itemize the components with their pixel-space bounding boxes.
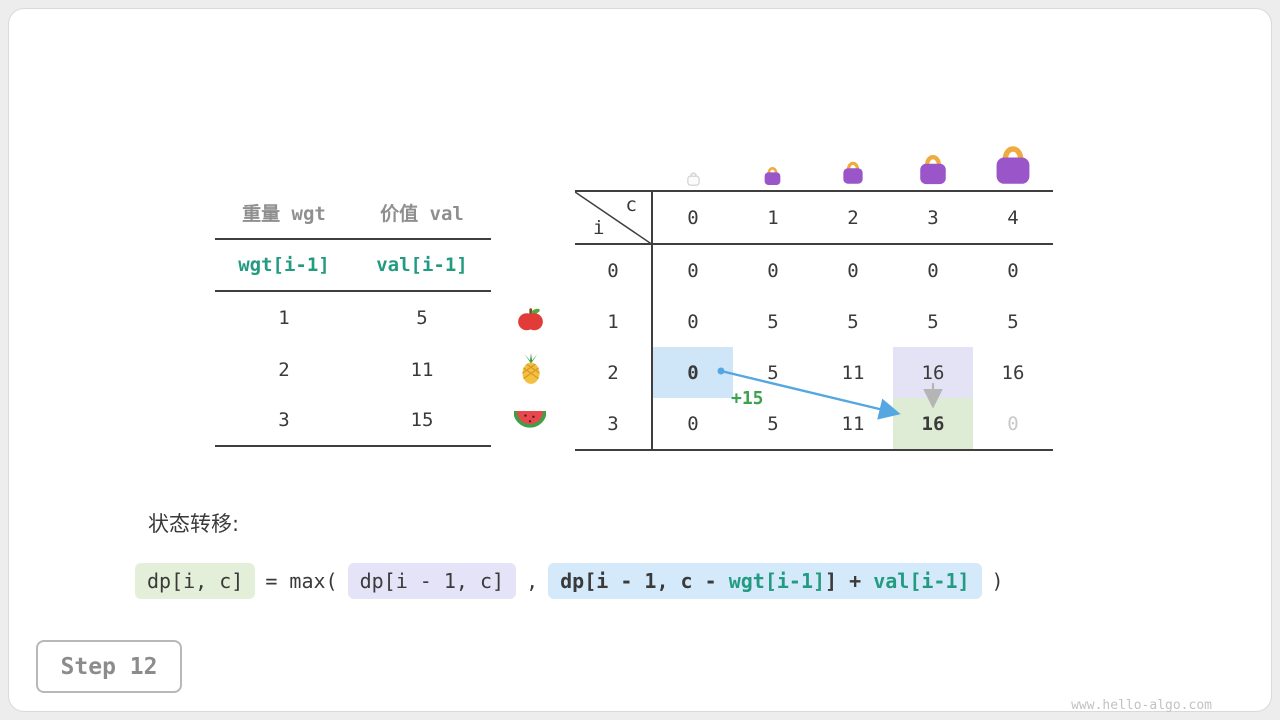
plus-value-annotation: +15 [731, 388, 764, 409]
watermark-url: www.hello-algo.com [1071, 698, 1212, 713]
weight-formula-cell: wgt[i-1] [238, 254, 330, 276]
formula-option2-part1: dp[i - 1, c - [560, 569, 729, 593]
dp-row-header-3: 3 [575, 398, 653, 449]
dp-cell-3-3-current-highlight: 16 [893, 398, 973, 449]
formula-option2-part3: ] + [825, 569, 874, 593]
dp-cell-2-3-source-highlight: 16 [893, 347, 973, 398]
bag-capacity-2-icon [840, 158, 866, 189]
item-table-formula-row: wgt[i-1] val[i-1] [215, 240, 491, 292]
item-1-weight: 1 [278, 307, 290, 329]
dp-cell-3-0: 0 [687, 412, 699, 435]
dp-cell-1-1: 5 [767, 310, 779, 333]
dp-cell-3-2: 11 [841, 412, 865, 435]
dp-cell-0-1: 0 [767, 259, 779, 282]
item-table: 重量 wgt 价值 val wgt[i-1] val[i-1] 1 5 2 11… [215, 190, 491, 447]
formula-comma: , [526, 569, 539, 593]
dp-row-header-0: 0 [575, 245, 653, 296]
dp-cell-0-4: 0 [1007, 259, 1019, 282]
transition-formula: dp[i, c] = max( dp[i - 1, c] , dp[i - 1,… [135, 563, 1004, 599]
formula-option1-box: dp[i - 1, c] [347, 563, 517, 599]
dp-col-header-0: 0 [653, 192, 733, 245]
bag-capacity-3-icon [916, 150, 950, 190]
item-3-value: 15 [410, 409, 434, 431]
formula-equals-max: = max( [265, 569, 338, 593]
bag-capacity-0-icon [686, 170, 701, 190]
dp-col-header-4: 4 [973, 192, 1053, 245]
dp-col-header-1: 1 [733, 192, 813, 245]
bag-capacity-4-icon [991, 140, 1035, 190]
formula-option2-wgt: wgt[i-1] [728, 569, 826, 593]
dp-cell-0-3: 0 [927, 259, 939, 282]
value-column-header: 价值 val [380, 203, 464, 225]
step-badge-label: Step 12 [60, 653, 158, 680]
dp-corner-cell: i c [575, 192, 653, 245]
item-row-3: 3 15 [215, 396, 491, 447]
dp-cell-3-1: 5 [767, 412, 779, 435]
corner-diagonal-line [575, 192, 653, 245]
dp-col-header-2: 2 [813, 192, 893, 245]
dp-cell-1-0: 0 [687, 310, 699, 333]
formula-close-paren: ) [991, 569, 1004, 593]
dp-cell-3-4-pending: 0 [1007, 412, 1019, 435]
dp-cell-0-2: 0 [847, 259, 859, 282]
dp-cell-0-0: 0 [687, 259, 699, 282]
item-2-weight: 2 [278, 359, 290, 381]
state-transition-label: 状态转移: [148, 512, 240, 536]
item-1-value: 5 [416, 307, 428, 329]
value-formula-cell: val[i-1] [376, 254, 468, 276]
dp-cell-1-3: 5 [927, 310, 939, 333]
pineapple-icon [518, 353, 544, 389]
item-row-1: 1 5 [215, 292, 491, 344]
item-3-weight: 3 [278, 409, 290, 431]
item-table-header-row: 重量 wgt 价值 val [215, 190, 491, 240]
row-axis-label: i [593, 217, 605, 239]
step-badge: Step 12 [36, 640, 182, 693]
dp-table: i c 0 1 2 3 4 0 0 0 0 0 0 1 0 5 5 5 5 2 … [575, 190, 1053, 451]
watermelon-icon [513, 408, 547, 434]
dp-row-header-2: 2 [575, 347, 653, 398]
apple-icon [517, 306, 544, 337]
dp-cell-2-2: 11 [841, 361, 865, 384]
weight-column-header: 重量 wgt [242, 203, 326, 225]
dp-cell-2-4: 16 [1001, 361, 1025, 384]
formula-lhs-box: dp[i, c] [135, 563, 256, 599]
dp-cell-2-0-source-highlight: 0 [653, 347, 733, 398]
dp-col-header-3: 3 [893, 192, 973, 245]
dp-cell-1-4: 5 [1007, 310, 1019, 333]
col-axis-label: c [625, 194, 637, 216]
item-row-2: 2 11 [215, 344, 491, 396]
item-2-value: 11 [410, 359, 434, 381]
formula-option2-box: dp[i - 1, c - wgt[i-1]] + val[i-1] [548, 563, 982, 599]
dp-row-header-1: 1 [575, 296, 653, 347]
formula-option2-val: val[i-1] [873, 569, 970, 593]
dp-cell-1-2: 5 [847, 310, 859, 333]
bag-capacity-1-icon [762, 164, 783, 190]
